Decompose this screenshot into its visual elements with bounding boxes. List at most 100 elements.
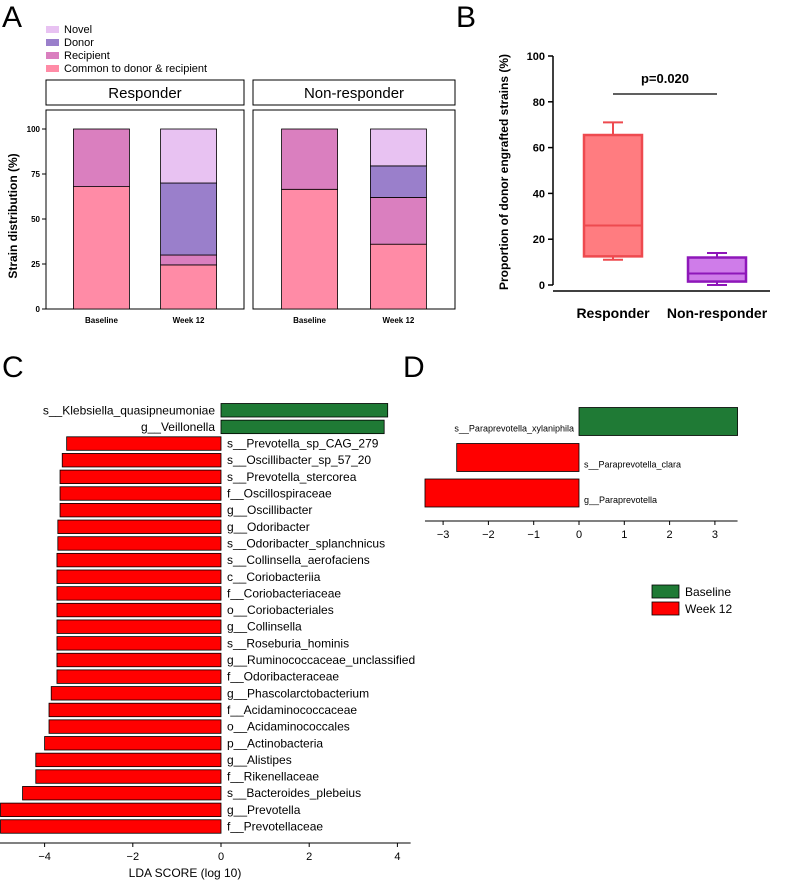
taxon-label: g__Paraprevotella: [584, 495, 657, 505]
taxon-label: s__Odoribacter_splanchnicus: [227, 536, 385, 550]
p-value-annotation: p=0.020: [641, 71, 689, 86]
bar-segment-recipient: [281, 128, 338, 190]
y-tick-label: 50: [31, 215, 40, 224]
lda-bar: [48, 702, 222, 718]
taxon-label: g__Ruminococcaceae_unclassified: [227, 653, 415, 667]
lda-bar: [57, 536, 222, 551]
box-iqr-0: [582, 133, 644, 258]
bar-segment-common: [73, 186, 130, 310]
taxon-label: o__Acidaminococcales: [227, 720, 350, 734]
y-tick-label: 20: [533, 234, 545, 246]
taxon-label: g__Oscillibacter: [227, 503, 312, 517]
lda-bar: [56, 669, 222, 684]
x-tick-label: 2: [306, 851, 312, 863]
taxon-label: g__Phascolarctobacterium: [227, 686, 369, 700]
lda-bar: [220, 403, 389, 418]
bar-segment-common: [281, 188, 338, 310]
taxon-label: s__Oscillibacter_sp_57_20: [227, 453, 371, 467]
bar-segment-recipient: [370, 196, 427, 245]
x-tick-label: Baseline: [85, 316, 118, 325]
bar-segment-recipient: [160, 254, 217, 266]
x-tick-label: Baseline: [293, 316, 326, 325]
lda-bar: [35, 769, 222, 784]
lda-bar: [56, 569, 222, 584]
taxon-label: g__Veillonella: [141, 420, 215, 434]
bar-segment-common: [370, 243, 427, 310]
x-tick-label: −3: [437, 529, 450, 541]
taxon-label: g__Collinsella: [227, 620, 302, 634]
bar-segment-donor: [370, 165, 427, 198]
x-tick-label: 3: [712, 529, 718, 541]
legend-swatch-common: [46, 65, 59, 72]
x-tick-label: Week 12: [383, 316, 415, 325]
taxon-label: g__Odoribacter: [227, 520, 310, 534]
bar-segment-recipient: [73, 128, 130, 187]
facet-strip-1: [252, 79, 456, 106]
facet-strip-0: [45, 79, 245, 106]
y-tick-label: 0: [539, 280, 545, 292]
x-tick-label: −4: [38, 851, 51, 863]
taxon-label: s__Paraprevotella_clara: [584, 460, 681, 470]
taxon-label: g__Prevotella: [227, 803, 301, 817]
lda-bar: [56, 552, 222, 568]
lda-bar: [66, 436, 222, 451]
legend-swatch-baseline: [651, 584, 680, 599]
legend-label-novel: Novel: [64, 24, 92, 36]
legend-label-donor: Donor: [64, 37, 94, 49]
taxon-label: s__Prevotella_stercorea: [227, 470, 357, 484]
y-tick-label: 75: [31, 170, 40, 179]
y-axis-label: Proportion of donor engrafted strains (%…: [497, 54, 511, 290]
taxon-label: g__Alistipes: [227, 753, 292, 767]
panel-b-box-plot: 0 20 40 60 80 100 Proportion of donor engrafte…: [497, 51, 770, 321]
legend-swatch-week12: [651, 601, 680, 616]
y-tick-label: 0: [36, 305, 41, 314]
lda-bar: [456, 443, 580, 472]
legend-label-week12: Week 12: [685, 602, 732, 616]
taxon-label: f__Rikenellaceae: [227, 770, 319, 784]
lda-bar: [59, 469, 222, 485]
taxon-label: p__Actinobacteria: [227, 736, 323, 750]
lda-bar: [57, 519, 222, 534]
x-tick-label: Non-responder: [667, 305, 768, 321]
lda-bar: [56, 619, 222, 634]
legend-label-common: Common to donor & recipient: [64, 63, 207, 75]
facet-title-0: Responder: [108, 85, 181, 102]
x-tick-label: −2: [482, 529, 495, 541]
x-tick-label: 2: [667, 529, 673, 541]
facet-title-1: Non-responder: [304, 85, 404, 102]
lda-bar: [56, 652, 222, 668]
lda-bar: [56, 586, 222, 601]
lda-bar: [59, 486, 222, 501]
facet-frame-1: [252, 109, 456, 310]
lda-bar: [44, 736, 222, 751]
legend-label-baseline: Baseline: [685, 585, 731, 599]
taxon-label: s__Roseburia_hominis: [227, 636, 349, 650]
taxon-label: s__Collinsella_aerofaciens: [227, 553, 370, 567]
panel-label-d: D: [403, 351, 425, 384]
lda-bar: [61, 453, 222, 468]
facet-frame-0: [45, 109, 245, 310]
lda-bar: [22, 786, 222, 801]
bar-segment-donor: [160, 182, 217, 256]
bar-segment-novel: [160, 128, 217, 184]
panel-label-a: A: [2, 1, 22, 34]
panel-d-lda-bar-chart: s__Paraprevotella_xylaniphila s__Paraprev…: [424, 407, 738, 616]
lda-bar: [59, 502, 222, 518]
legend-label-recipient: Recipient: [64, 50, 110, 62]
taxon-label: c__Coriobacteriia: [227, 570, 321, 584]
lda-bar: [56, 602, 222, 618]
x-tick-label: 1: [621, 529, 627, 541]
x-tick-label: 4: [394, 851, 400, 863]
y-tick-label: 100: [27, 125, 41, 134]
lda-bar: [424, 478, 580, 508]
taxon-label: f__Oscillospiraceae: [227, 487, 332, 501]
x-tick-label: Responder: [576, 305, 650, 321]
y-tick-label: 40: [533, 188, 545, 200]
panel-label-b: B: [456, 1, 476, 34]
x-tick-label: Week 12: [173, 316, 205, 325]
box-iqr-1: [686, 256, 748, 283]
lda-bar: [50, 686, 222, 701]
lda-bar: [578, 407, 738, 436]
x-tick-label: 0: [218, 851, 224, 863]
taxon-label: s__Klebsiella_quasipneumoniae: [43, 403, 215, 417]
